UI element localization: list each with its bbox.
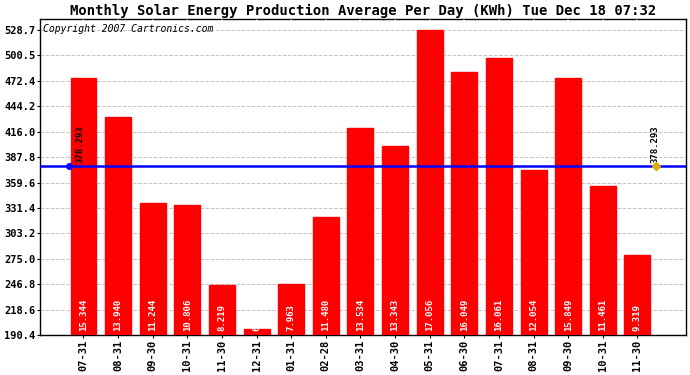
Text: 11.244: 11.244 [148,298,157,331]
Bar [105,117,131,375]
Text: 17.056: 17.056 [425,298,434,331]
Bar [451,72,477,375]
Text: 16.061: 16.061 [495,298,504,331]
Bar [140,202,166,375]
Bar [520,170,546,375]
Text: 15.849: 15.849 [564,298,573,331]
Text: 9.319: 9.319 [633,304,642,331]
Text: 378.293: 378.293 [650,125,659,163]
Bar [486,57,512,375]
Text: 8.219: 8.219 [217,304,226,331]
Text: 6.357: 6.357 [252,304,261,331]
Text: 13.534: 13.534 [356,298,365,331]
Title: Monthly Solar Energy Production Average Per Day (KWh) Tue Dec 18 07:32: Monthly Solar Energy Production Average … [70,4,656,18]
Text: 13.343: 13.343 [391,298,400,331]
Bar [624,255,651,375]
Bar [175,205,200,375]
Text: 13.940: 13.940 [114,298,123,331]
Bar [244,329,270,375]
Text: 16.049: 16.049 [460,298,469,331]
Text: 11.480: 11.480 [322,298,331,331]
Bar [417,30,443,375]
Bar [209,285,235,375]
Bar [555,78,581,375]
Bar [313,217,339,375]
Bar [278,284,304,375]
Text: Copyright 2007 Cartronics.com: Copyright 2007 Cartronics.com [43,24,213,34]
Text: 12.054: 12.054 [529,298,538,331]
Bar [70,78,97,375]
Bar [590,186,615,375]
Text: 10.806: 10.806 [183,298,192,331]
Text: 15.344: 15.344 [79,298,88,331]
Text: 11.461: 11.461 [598,298,607,331]
Text: 7.963: 7.963 [287,304,296,331]
Bar [348,128,373,375]
Bar [382,146,408,375]
Text: 378.293: 378.293 [75,125,85,163]
